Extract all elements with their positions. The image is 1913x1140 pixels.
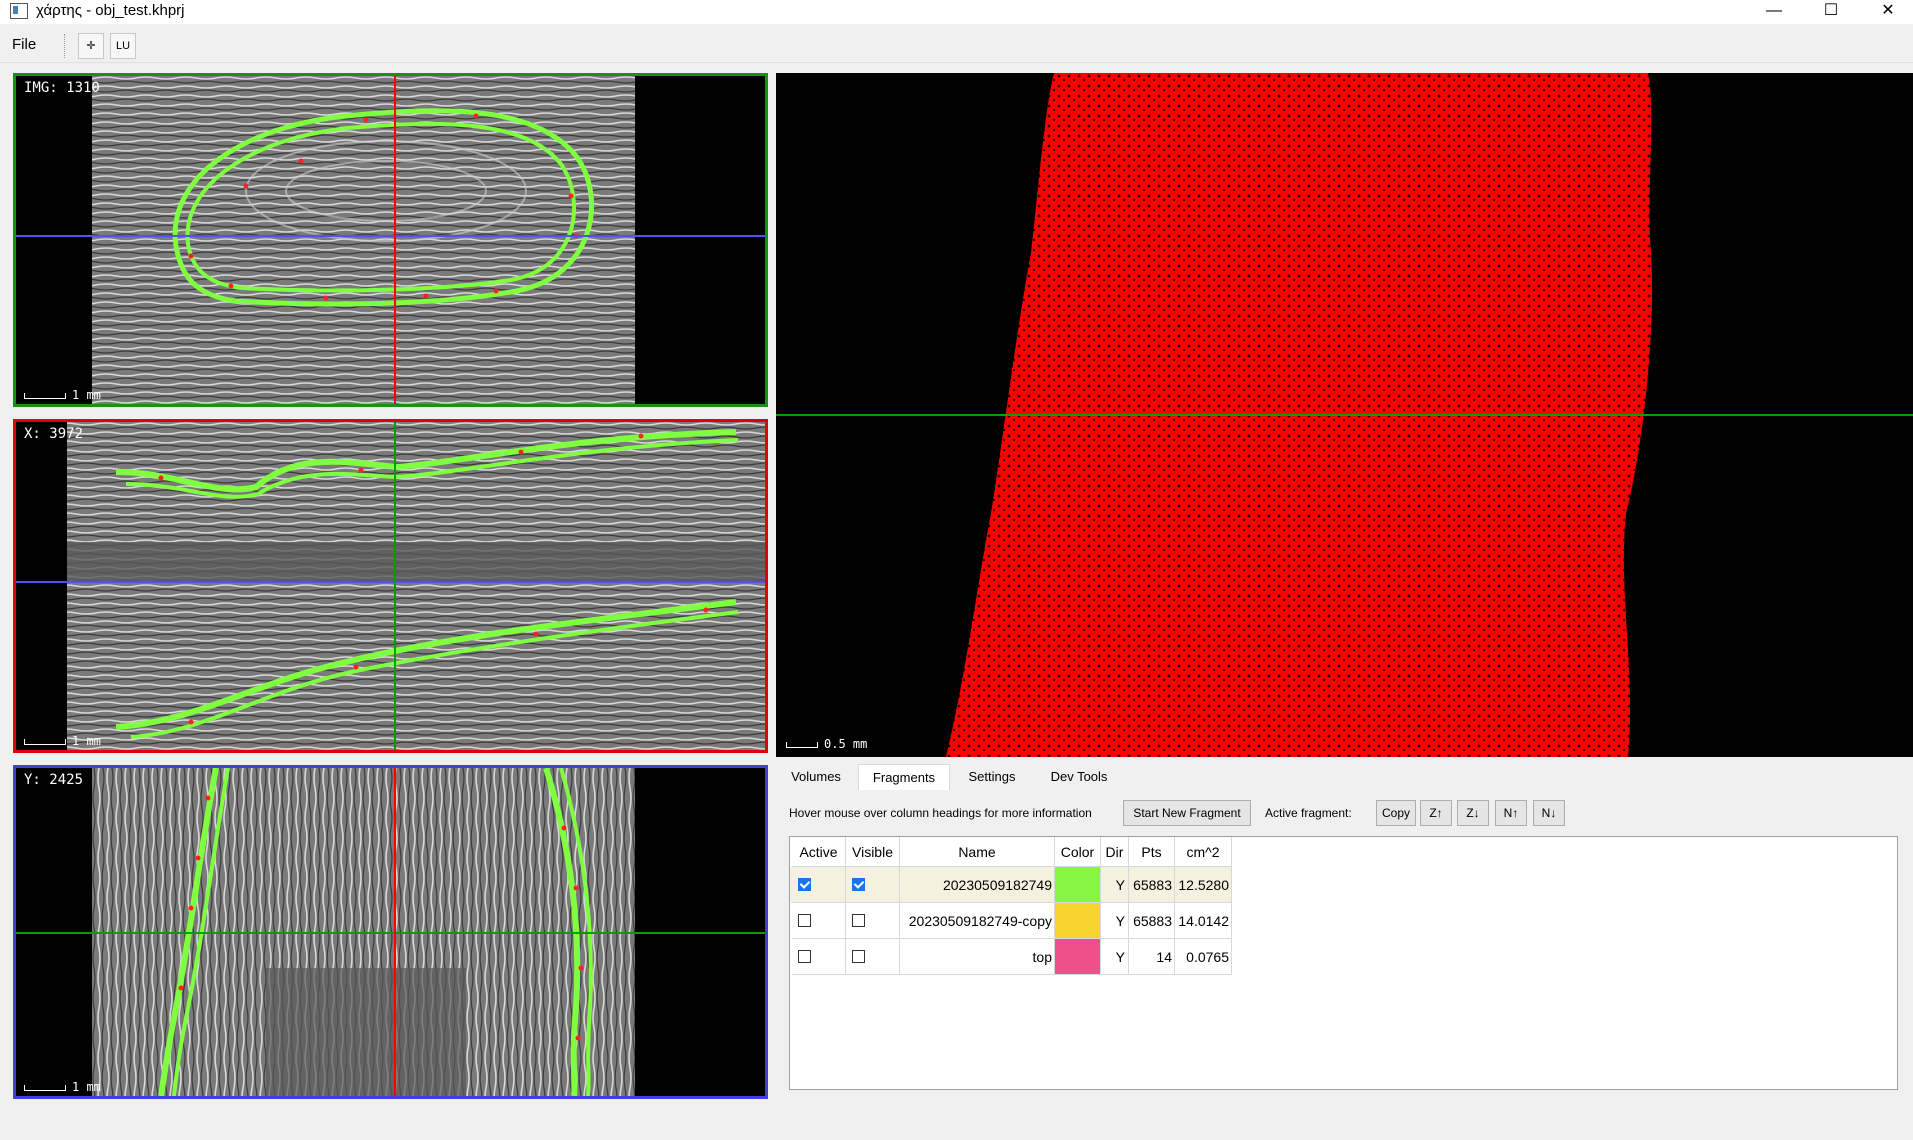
active-fragment-label: Active fragment: <box>1265 806 1352 820</box>
img-slice-view[interactable]: IMG: 1310 1 mm <box>13 73 768 407</box>
z-up-button[interactable]: Z↑ <box>1420 800 1452 826</box>
header-active[interactable]: Active <box>792 837 846 867</box>
tab-settings[interactable]: Settings <box>968 769 1016 784</box>
pointcloud-canvas <box>776 73 1913 757</box>
img-scale-bar: 1 mm <box>24 388 101 402</box>
fragment-name[interactable]: 20230509182749 <box>900 867 1055 903</box>
dir-cell: Y <box>1101 939 1129 975</box>
active-cell <box>792 939 846 975</box>
active-checkbox[interactable] <box>798 914 811 927</box>
status-bar <box>0 1105 1913 1140</box>
column-hint-text: Hover mouse over column headings for mor… <box>789 806 1092 820</box>
3d-scale-bar: 0.5 mm <box>786 737 867 751</box>
file-menu[interactable]: File <box>12 36 37 53</box>
color-swatch[interactable] <box>1055 903 1101 939</box>
active-checkbox[interactable] <box>798 878 811 891</box>
visible-checkbox[interactable] <box>852 950 865 963</box>
z-down-button[interactable]: Z↓ <box>1457 800 1489 826</box>
crosshair-tool-button[interactable]: ✛ <box>78 33 104 59</box>
header-pts[interactable]: Pts <box>1129 837 1175 867</box>
fragment-name[interactable]: top <box>900 939 1055 975</box>
img-slice-label: IMG: 1310 <box>24 80 100 96</box>
table-row[interactable]: 20230509182749-copy Y 65883 14.0142 <box>790 903 1232 939</box>
close-button[interactable]: ✕ <box>1881 2 1895 19</box>
tab-fragments[interactable]: Fragments <box>858 764 950 791</box>
y-slice-canvas <box>16 768 765 1096</box>
pts-cell: 14 <box>1129 939 1175 975</box>
fragment-name[interactable]: 20230509182749-copy <box>900 903 1055 939</box>
x-scale-bar: 1 mm <box>24 734 101 748</box>
color-swatch[interactable] <box>1055 939 1101 975</box>
start-new-fragment-button[interactable]: Start New Fragment <box>1123 800 1251 826</box>
x-slice-canvas <box>16 422 765 750</box>
x-slice-label: X: 3972 <box>24 426 84 442</box>
img-scale-text: 1 mm <box>72 388 101 402</box>
area-cell: 14.0142 <box>1175 903 1232 939</box>
active-cell <box>792 867 846 903</box>
header-dir[interactable]: Dir <box>1101 837 1129 867</box>
menu-bar: File ✛ LU <box>0 30 1913 63</box>
area-cell: 0.0765 <box>1175 939 1232 975</box>
x-slice-view[interactable]: X: 3972 1 mm <box>13 419 768 753</box>
visible-cell <box>846 867 900 903</box>
area-cell: 12.5280 <box>1175 867 1232 903</box>
y-slice-label: Y: 2425 <box>24 772 84 788</box>
color-swatch[interactable] <box>1055 867 1101 903</box>
tab-volumes[interactable]: Volumes <box>791 769 841 784</box>
x-scale-text: 1 mm <box>72 734 101 748</box>
title-bar: χάρτης - obj_test.khprj — ☐ ✕ <box>0 0 1913 24</box>
n-up-button[interactable]: N↑ <box>1495 800 1527 826</box>
tab-dev-tools[interactable]: Dev Tools <box>1050 769 1108 784</box>
visible-cell <box>846 903 900 939</box>
n-down-button[interactable]: N↓ <box>1533 800 1565 826</box>
app-icon <box>10 3 28 19</box>
toolbar-separator <box>64 34 66 58</box>
lu-tool-button[interactable]: LU <box>110 33 136 59</box>
header-color[interactable]: Color <box>1055 837 1101 867</box>
y-scale-text: 1 mm <box>72 1080 101 1094</box>
pts-cell: 65883 <box>1129 903 1175 939</box>
fragments-panel: Hover mouse over column headings for mor… <box>776 790 1906 1098</box>
y-scale-bar: 1 mm <box>24 1080 101 1094</box>
visible-checkbox[interactable] <box>852 878 865 891</box>
table-row[interactable]: 20230509182749 Y 65883 12.5280 <box>790 867 1232 903</box>
dir-cell: Y <box>1101 903 1129 939</box>
copy-button[interactable]: Copy <box>1376 800 1416 826</box>
dir-cell: Y <box>1101 867 1129 903</box>
3d-fragment-view[interactable]: 0.5 mm <box>776 73 1913 757</box>
window-title: χάρτης - obj_test.khprj <box>36 2 185 19</box>
header-visible[interactable]: Visible <box>846 837 900 867</box>
visible-cell <box>846 939 900 975</box>
minimize-button[interactable]: — <box>1766 2 1782 19</box>
table-row[interactable]: top Y 14 0.0765 <box>790 939 1232 975</box>
header-area[interactable]: cm^2 <box>1175 837 1232 867</box>
header-name[interactable]: Name <box>900 837 1055 867</box>
3d-scale-text: 0.5 mm <box>824 737 868 751</box>
img-slice-canvas <box>16 76 765 404</box>
active-cell <box>792 903 846 939</box>
active-checkbox[interactable] <box>798 950 811 963</box>
pts-cell: 65883 <box>1129 867 1175 903</box>
y-slice-view[interactable]: Y: 2425 1 mm <box>13 765 768 1099</box>
maximize-button[interactable]: ☐ <box>1823 2 1839 19</box>
fragments-table: Active Visible Name Color Dir Pts cm^2 2… <box>789 836 1898 1090</box>
visible-checkbox[interactable] <box>852 914 865 927</box>
